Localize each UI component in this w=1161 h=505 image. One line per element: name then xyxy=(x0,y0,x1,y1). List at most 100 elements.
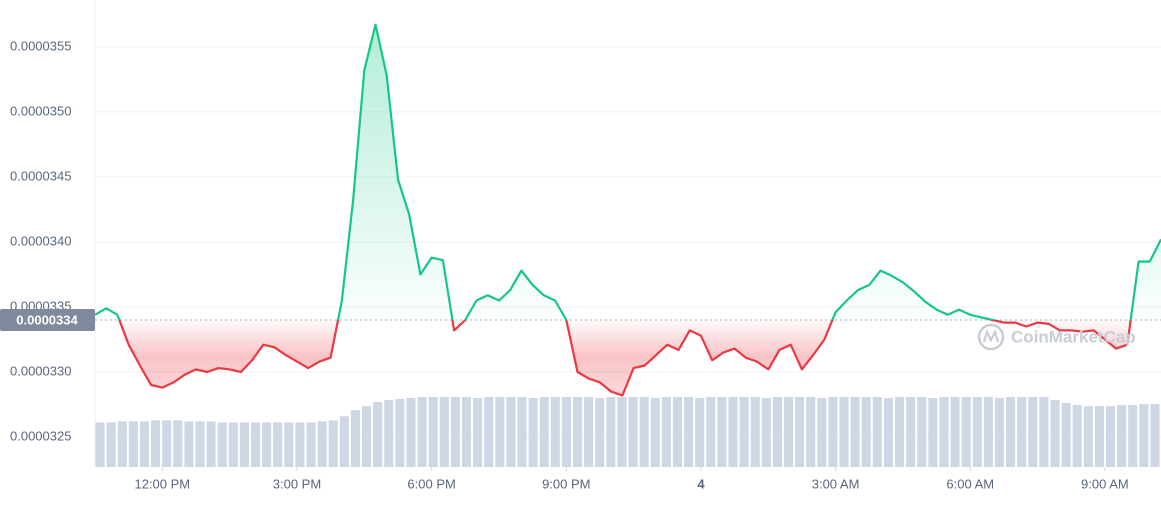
volume-bar xyxy=(506,397,516,467)
volume-bar xyxy=(1072,405,1082,467)
volume-bar xyxy=(806,397,816,467)
watermark-icon xyxy=(977,323,1005,351)
volume-bar xyxy=(961,397,971,467)
x-tick-label: 12:00 PM xyxy=(134,476,190,491)
y-tick-label: 0.0000325 xyxy=(10,429,71,444)
volume-bar xyxy=(1083,406,1093,467)
volume-bar xyxy=(972,397,982,467)
x-tick-label: 9:00 PM xyxy=(542,476,590,491)
volume-bar xyxy=(284,422,294,467)
x-tick-label: 6:00 AM xyxy=(946,476,994,491)
x-tick-label: 4 xyxy=(697,476,705,491)
volume-bar xyxy=(672,397,683,467)
volume-bar xyxy=(417,397,427,467)
x-tick-label: 9:00 AM xyxy=(1081,476,1129,491)
reference-badge xyxy=(0,309,95,332)
volume-bar xyxy=(195,421,205,467)
volume-bar xyxy=(595,398,605,467)
volume-bar xyxy=(517,397,527,467)
volume-bar xyxy=(339,416,349,467)
volume-bar xyxy=(906,397,916,467)
volume-bar xyxy=(1150,404,1160,467)
volume-bar xyxy=(439,397,449,467)
volume-bar xyxy=(461,397,472,467)
volume-bar xyxy=(350,410,360,467)
volume-bar xyxy=(473,398,483,467)
volume-bar xyxy=(828,397,838,467)
volume-bar xyxy=(1006,397,1016,467)
volume-bar xyxy=(1117,405,1127,467)
volume-bar xyxy=(861,397,871,467)
volume-bar xyxy=(162,420,172,467)
volume-bar xyxy=(606,397,616,467)
volume-bar xyxy=(117,421,127,467)
volume-bar xyxy=(1050,400,1060,467)
volume-bar xyxy=(839,397,849,467)
x-tick-label: 6:00 PM xyxy=(407,476,455,491)
volume-bar xyxy=(450,397,460,467)
volume-bar xyxy=(539,397,549,467)
volume-bar xyxy=(572,397,583,467)
volume-bar xyxy=(639,397,649,467)
y-tick-label: 0.0000340 xyxy=(10,233,71,248)
volume-bar xyxy=(783,397,794,467)
volume-bar xyxy=(939,397,949,467)
volume-bar xyxy=(617,397,627,467)
y-tick-label: 0.0000355 xyxy=(10,38,71,53)
volume-bar xyxy=(695,398,705,467)
volume-bar xyxy=(217,422,227,467)
volume-bar xyxy=(795,397,805,467)
price-line xyxy=(94,23,1161,397)
volume-bar xyxy=(151,420,161,467)
volume-bar xyxy=(739,397,749,467)
volume-bar xyxy=(817,398,827,467)
volume-bar xyxy=(406,398,416,467)
volume-bar xyxy=(550,397,560,467)
volume-bar xyxy=(917,397,927,467)
volume-bar xyxy=(1017,397,1027,467)
volume-bar xyxy=(528,398,538,467)
volume-bar xyxy=(306,422,316,467)
volume-bar xyxy=(495,397,505,467)
volume-bar xyxy=(128,421,138,467)
volume-bar xyxy=(895,397,905,467)
volume-bar xyxy=(250,422,261,467)
volume-bar xyxy=(228,422,238,467)
watermark: CoinMarketCap xyxy=(1011,327,1136,346)
y-tick-label: 0.0000330 xyxy=(10,363,71,378)
x-tick-label: 3:00 AM xyxy=(812,476,860,491)
volume-bar xyxy=(1039,397,1049,467)
reference-label: 0.0000334 xyxy=(16,312,78,327)
volume-bar xyxy=(1028,397,1038,467)
y-tick-label: 0.0000345 xyxy=(10,168,71,183)
volume-bar xyxy=(750,397,760,467)
volume-bar xyxy=(373,402,383,467)
volume-bar xyxy=(717,397,727,467)
volume-bar xyxy=(362,406,372,467)
x-tick-label: 3:00 PM xyxy=(273,476,321,491)
volume-bar xyxy=(706,397,716,467)
volume-bar xyxy=(728,397,738,467)
volume-bar xyxy=(994,398,1005,467)
volume-bar xyxy=(328,420,338,467)
volume-bar xyxy=(1061,403,1071,467)
volume-bar xyxy=(384,400,394,467)
volume-bar xyxy=(184,421,194,467)
volume-bar xyxy=(484,397,494,467)
volume-bar xyxy=(684,397,694,467)
volume-bar xyxy=(661,397,671,467)
price-area xyxy=(95,24,1161,396)
watermark-icon xyxy=(982,329,1000,343)
volume-bar xyxy=(1094,406,1104,467)
volume-bar xyxy=(561,397,571,467)
volume-bar xyxy=(106,422,116,467)
volume-bar xyxy=(1128,405,1138,467)
volume-bar xyxy=(928,398,938,467)
volume-bar xyxy=(850,397,860,467)
volume-bar xyxy=(173,420,183,467)
volume-bar xyxy=(650,398,660,467)
y-tick-label: 0.0000350 xyxy=(10,103,71,118)
volume-bar xyxy=(95,422,105,467)
volume-bar xyxy=(584,397,594,467)
volume-bar xyxy=(239,422,249,467)
